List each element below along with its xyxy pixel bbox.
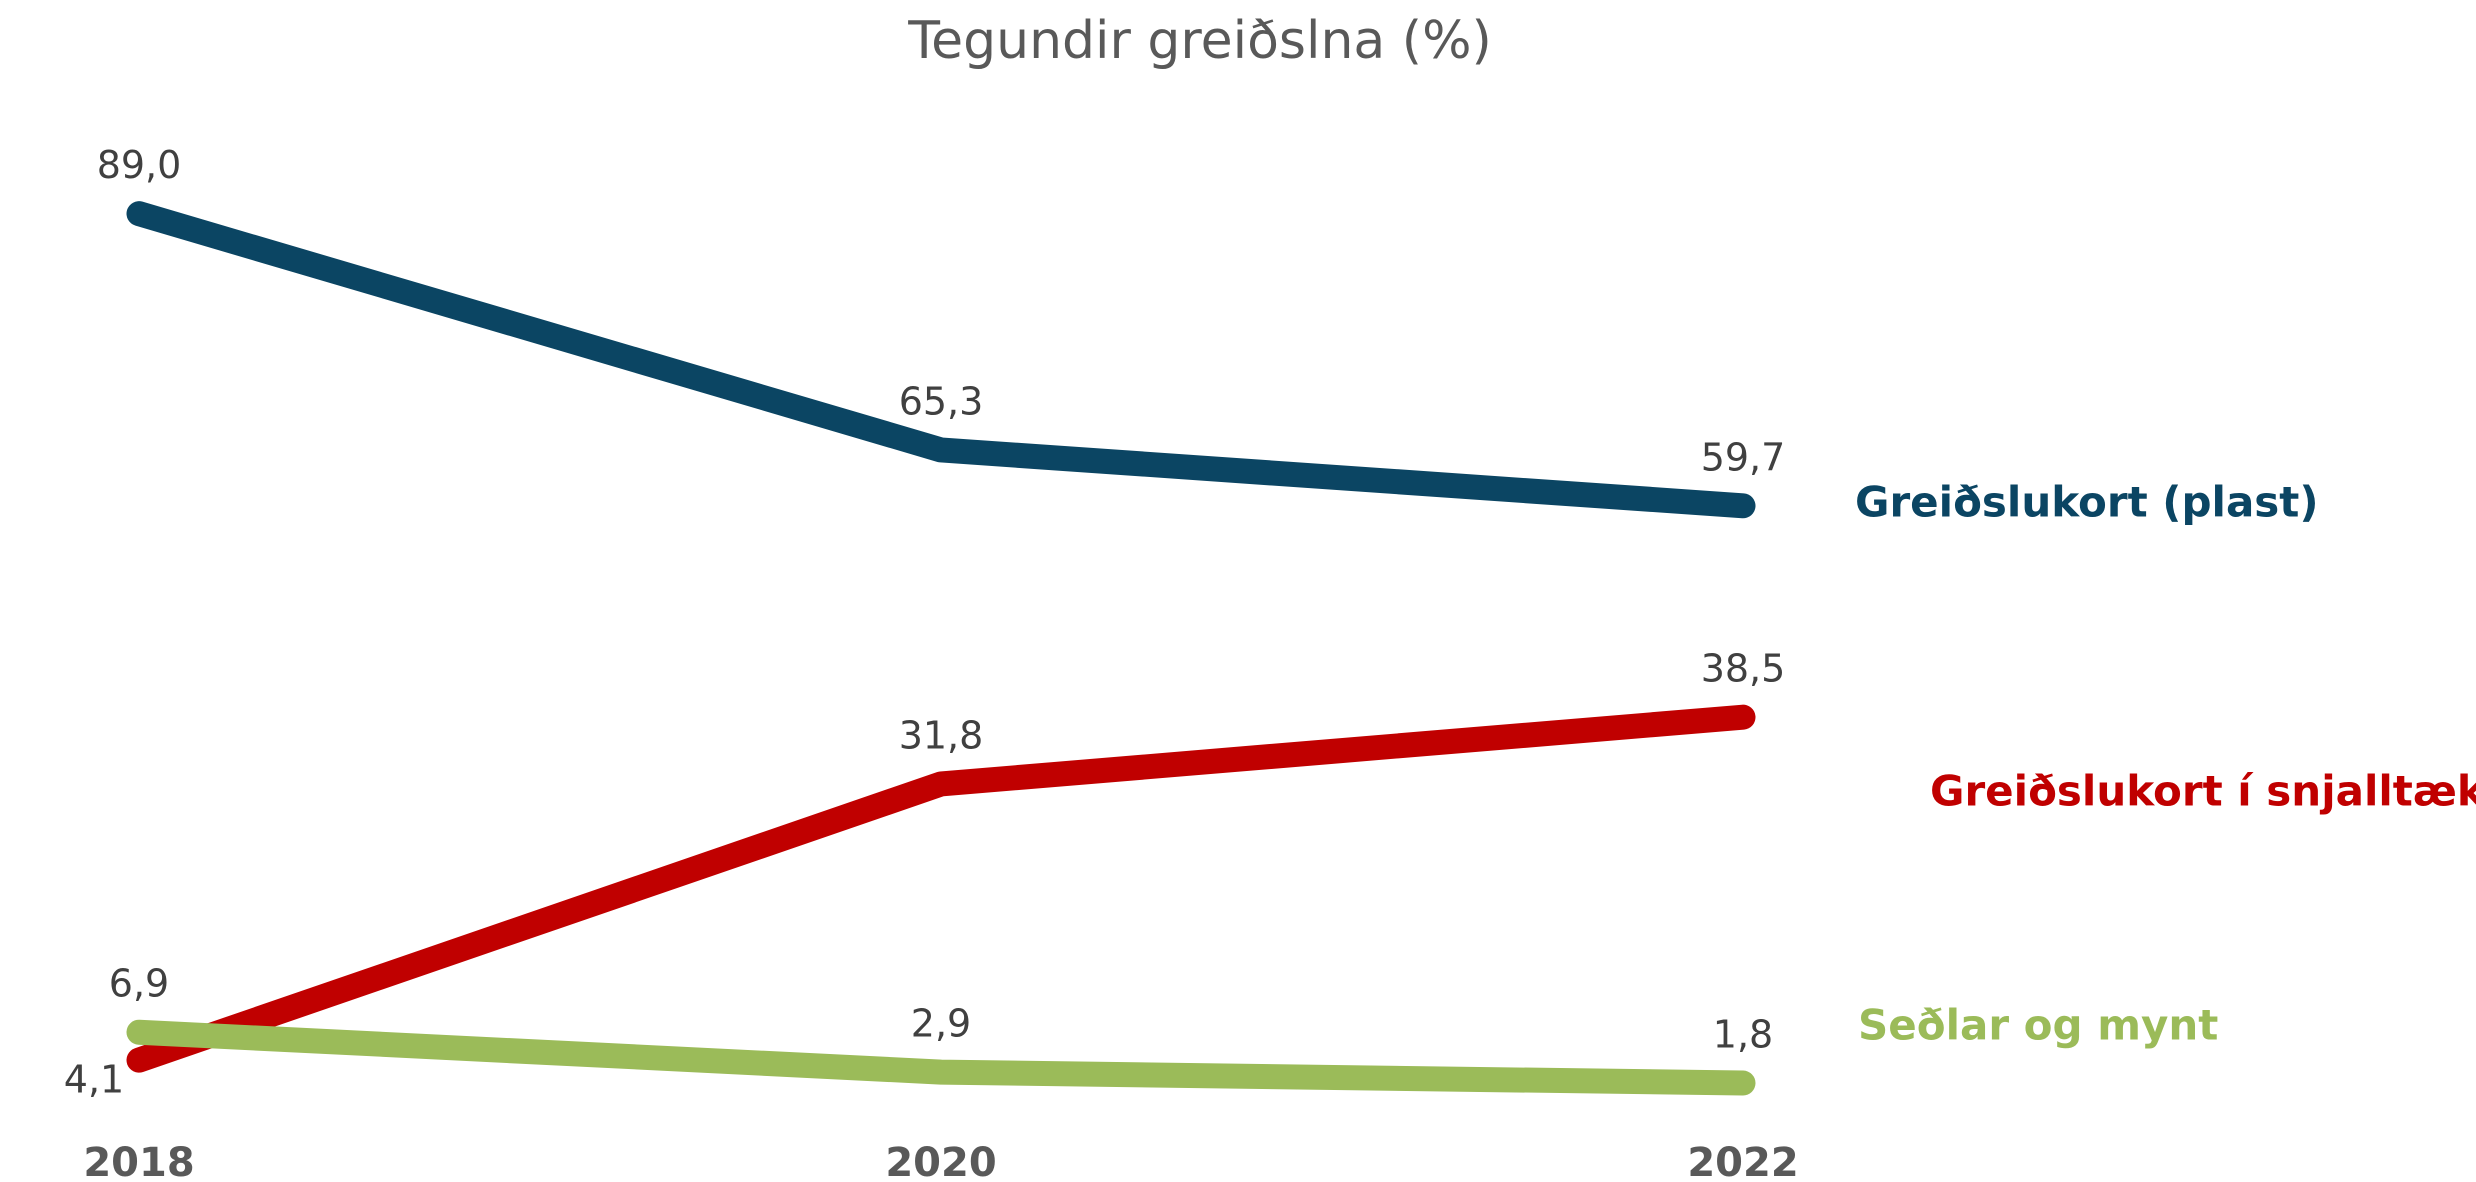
data-label: 6,9 — [109, 962, 169, 1006]
data-label: 4,1 — [64, 1058, 124, 1102]
chart-title: Tegundir greiðslna (%) — [907, 11, 1492, 71]
legend-label: Greiðslukort (plast) — [1855, 478, 2319, 527]
data-label: 31,8 — [899, 713, 984, 757]
line — [126, 704, 1756, 1073]
data-label: 2,9 — [911, 1002, 971, 1046]
x-tick-label: 2020 — [885, 1140, 996, 1182]
line — [126, 201, 1756, 519]
data-label: 1,8 — [1713, 1013, 1773, 1057]
legend-label: Seðlar og mynt — [1858, 1001, 2218, 1050]
data-label: 89,0 — [97, 143, 182, 187]
line — [126, 1019, 1756, 1096]
legend-label: Greiðslukort í snjalltæki — [1930, 767, 2476, 816]
data-label: 59,7 — [1701, 435, 1786, 479]
data-label: 38,5 — [1701, 647, 1786, 691]
data-label: 65,3 — [899, 379, 984, 423]
x-tick-label: 2018 — [83, 1140, 194, 1182]
x-tick-label: 2022 — [1687, 1140, 1798, 1182]
